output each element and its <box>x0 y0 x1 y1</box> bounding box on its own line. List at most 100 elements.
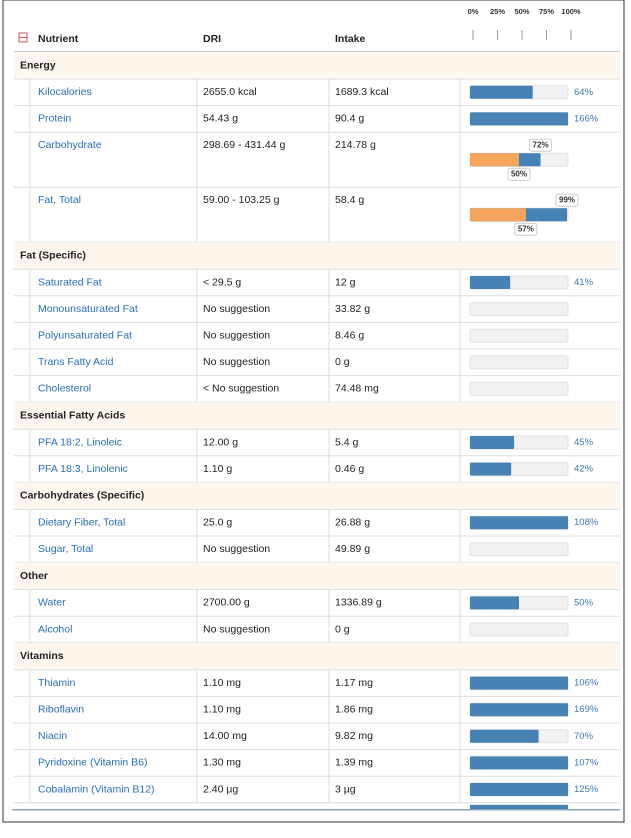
bar-label: 57% <box>518 224 534 233</box>
intake: 1.17 mg <box>335 677 373 689</box>
dri: 59.00 - 103.25 g <box>203 194 280 206</box>
bar-label-box <box>507 167 531 181</box>
intake: 1.39 mg <box>335 757 373 769</box>
bar-group <box>470 756 568 770</box>
intake: 26.88 g <box>335 516 370 528</box>
nutrient-link[interactable]: PFA 18:2, Linoleic <box>38 436 122 448</box>
section-title: Essential Fatty Acids <box>20 409 125 421</box>
intake: 5.4 g <box>335 436 359 448</box>
nutrient-link[interactable]: Saturated Fat <box>38 276 102 288</box>
bar-track <box>469 542 569 557</box>
nutrient-link[interactable]: Cobalamin (Vitamin B12) <box>38 783 155 795</box>
section-title: Other <box>20 570 48 582</box>
intake: 0.46 g <box>335 463 364 475</box>
section-title: Fat (Specific) <box>20 249 86 261</box>
bar-label-box <box>514 222 538 236</box>
dri: 14.00 mg <box>203 730 247 742</box>
bar-label-box <box>529 138 553 152</box>
scale-label: 50% <box>514 7 529 16</box>
bar <box>470 436 515 449</box>
intake: 9.82 mg <box>335 730 373 742</box>
bar-label: 64% <box>574 87 594 98</box>
bar <box>470 208 526 222</box>
intake: 0 g <box>335 623 350 635</box>
nutrient-link[interactable]: Sugar, Total <box>38 543 93 555</box>
bar-group <box>470 208 568 222</box>
bar-track <box>469 622 569 637</box>
bar-label: 72% <box>533 140 549 149</box>
bar <box>470 462 512 476</box>
nutrient-link[interactable]: Dietary Fiber, Total <box>38 516 125 528</box>
dri: 1.30 mg <box>203 757 241 769</box>
bar-label: 50% <box>574 597 594 608</box>
bar <box>470 153 519 167</box>
dri: No suggestion <box>203 623 270 635</box>
bar-group <box>470 436 515 449</box>
nutrient-link[interactable]: Water <box>38 597 66 609</box>
bar <box>470 112 568 126</box>
nutrient-link[interactable]: Monounsaturated Fat <box>38 303 138 315</box>
bar-label: 42% <box>574 464 594 475</box>
intake: 1.86 mg <box>335 703 373 715</box>
section-band <box>14 402 620 430</box>
scale-label: 25% <box>490 7 505 16</box>
scale-label: 0% <box>468 7 479 16</box>
bar-label: 70% <box>574 731 594 742</box>
intake: 74.48 mg <box>335 383 379 395</box>
dri: 1.10 mg <box>203 703 241 715</box>
bar-label-box <box>555 193 579 207</box>
bar-group <box>470 85 533 99</box>
nutrient-link[interactable]: PFA 18:3, Linolenic <box>38 463 128 475</box>
nutrient-link[interactable]: Alcohol <box>38 623 72 635</box>
nutrient-link[interactable]: Trans Fatty Acid <box>38 356 114 368</box>
bar <box>470 596 519 610</box>
intake: 214.78 g <box>335 139 376 151</box>
bar-group <box>470 596 519 610</box>
bar-group <box>470 676 568 690</box>
nutrient-link[interactable]: Protein <box>38 113 71 125</box>
bar-label: 169% <box>574 704 599 715</box>
nutrient-link[interactable]: Thiamin <box>38 677 76 689</box>
intake: 90.4 g <box>335 113 364 125</box>
intake: 3 µg <box>335 783 356 795</box>
intake: 1689.3 kcal <box>335 86 389 98</box>
dri: 2.40 µg <box>203 783 238 795</box>
bar-track <box>469 381 569 396</box>
bar <box>470 85 533 99</box>
section-title: Carbohydrates (Specific) <box>20 490 144 502</box>
bar-label: 106% <box>574 678 599 689</box>
bar-group <box>470 153 541 167</box>
dri: 2655.0 kcal <box>203 86 257 98</box>
intake: 58.4 g <box>335 194 364 206</box>
dri: < 29.5 g <box>203 276 241 288</box>
nutrient-link[interactable]: Kilocalories <box>38 86 92 98</box>
nutrient-link[interactable]: Pyridoxine (Vitamin B6) <box>38 757 148 769</box>
intake: 0 g <box>335 356 350 368</box>
nutrient-link[interactable]: Carbohydrate <box>38 139 102 151</box>
intake: 1336.89 g <box>335 597 382 609</box>
nutrient-link[interactable]: Fat, Total <box>38 194 81 206</box>
section-band <box>14 242 620 270</box>
bar-track <box>469 328 569 343</box>
nutrient-link[interactable]: Cholesterol <box>38 383 91 395</box>
dri: 12.00 g <box>203 436 238 448</box>
dri: 1.10 mg <box>203 677 241 689</box>
bar <box>470 516 568 530</box>
nutrient-link[interactable]: Polyunsaturated Fat <box>38 329 132 341</box>
header-dri: DRI <box>203 33 221 45</box>
scale-label: 75% <box>539 7 554 16</box>
nutrient-link[interactable]: Riboflavin <box>38 703 84 715</box>
bar <box>470 756 568 770</box>
section-title: Energy <box>20 59 56 71</box>
bar-label: 45% <box>574 437 594 448</box>
bar-label: 166% <box>574 113 599 124</box>
bar <box>470 676 568 690</box>
dri: 54.43 g <box>203 113 238 125</box>
bar <box>470 276 511 289</box>
bar-group <box>470 276 511 289</box>
dri: No suggestion <box>203 543 270 555</box>
bar-group <box>470 703 568 717</box>
nutrient-link[interactable]: Niacin <box>38 730 67 742</box>
section-band <box>14 642 620 670</box>
